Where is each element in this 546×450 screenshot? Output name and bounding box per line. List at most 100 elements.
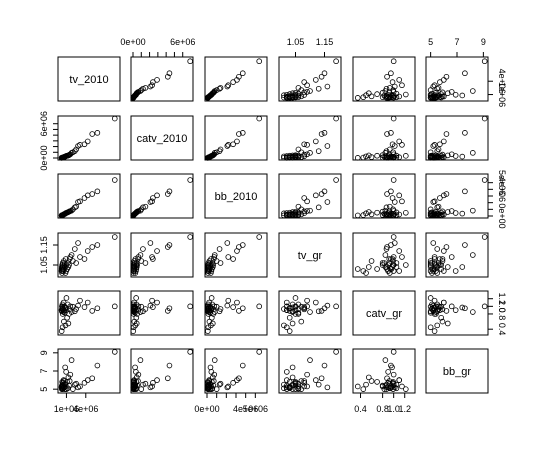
point-catv_gr-vs-tv_2010-0 [111, 303, 118, 310]
point-bb_2010-vs-catv_gr-38 [354, 212, 361, 219]
panel-tv_2010-vs-bb_2010 [204, 56, 268, 102]
point-catv_2010-vs-bb_gr-34 [438, 154, 444, 161]
tick-label-bb_2010-y: 4e+06 [497, 177, 507, 202]
tick-label-catv_2010-x: 0e+00 [120, 37, 145, 47]
point-bb_gr-vs-catv_2010-2 [165, 375, 171, 382]
point-bb_2010-vs-tv_gr-5 [304, 198, 310, 205]
point-catv_2010-vs-tv_gr-38 [286, 155, 293, 161]
point-catv_gr-vs-bb_gr-17 [427, 295, 434, 301]
point-catv_gr-vs-tv_gr-31 [283, 324, 290, 331]
point-catv_gr-vs-bb_2010-38 [205, 328, 211, 334]
point-bb_2010-vs-bb_gr-23 [435, 211, 442, 217]
point-bb_gr-vs-catv_gr-37 [383, 386, 390, 392]
point-catv_gr-vs-catv_2010-20 [132, 322, 139, 329]
point-bb_2010-vs-bb_gr-14 [444, 209, 451, 215]
point-tv_gr-vs-catv_gr-17 [403, 262, 409, 268]
point-bb_gr-vs-tv_2010-1 [94, 362, 101, 369]
point-bb_2010-vs-tv_gr-37 [289, 212, 296, 219]
point-tv_gr-vs-bb_gr-34 [438, 262, 444, 268]
point-tv_gr-vs-catv_2010-30 [130, 260, 137, 266]
point-bb_2010-vs-tv_2010-4 [81, 195, 88, 201]
point-catv_2010-vs-tv_gr-5 [304, 142, 310, 148]
point-tv_2010-vs-bb_gr-34 [438, 94, 444, 101]
point-catv_gr-vs-catv_2010-5 [149, 297, 155, 304]
point-bb_2010-vs-catv_2010-3 [154, 192, 160, 199]
point-tv_gr-vs-bb_gr-19 [431, 256, 438, 262]
point-catv_2010-vs-catv_gr-35 [386, 154, 393, 161]
point-catv_2010-vs-bb_gr-26 [441, 154, 447, 161]
tick-label-tv_2010-y: 1e+06 [497, 82, 507, 107]
point-bb_gr-vs-catv_gr-38 [354, 383, 361, 390]
point-tv_gr-vs-tv_2010-3 [84, 248, 91, 254]
point-catv_2010-vs-bb_2010-39 [204, 155, 211, 161]
point-bb_gr-vs-catv_gr-21 [389, 364, 395, 371]
point-catv_2010-vs-tv_gr-30 [295, 154, 302, 161]
point-catv_gr-vs-tv_2010-39 [58, 307, 65, 313]
point-catv_gr-vs-bb_2010-39 [204, 307, 211, 313]
panel-catv_2010-vs-bb_2010 [204, 115, 268, 161]
point-catv_2010-vs-bb_gr-37 [427, 155, 434, 161]
point-catv_2010-vs-tv_gr-4 [301, 141, 308, 148]
point-catv_gr-vs-bb_gr-25 [439, 318, 446, 325]
panel-tv_gr-vs-tv_2010 [57, 232, 121, 278]
point-catv_gr-vs-tv_gr-17 [292, 295, 299, 301]
point-bb_gr-vs-catv_gr-5 [399, 383, 405, 390]
tick-label-bb_gr-y: 7 [39, 368, 49, 373]
point-catv_gr-vs-tv_gr-14 [289, 320, 296, 327]
point-tv_2010-vs-catv_gr-38 [354, 95, 361, 101]
point-tv_2010-vs-catv_2010-7 [142, 85, 149, 91]
point-tv_2010-vs-bb_gr-39 [430, 95, 437, 101]
point-catv_gr-vs-bb_2010-5 [225, 297, 232, 304]
point-tv_2010-vs-tv_gr-8 [315, 85, 322, 92]
point-bb_gr-vs-tv_gr-12 [301, 378, 308, 384]
point-bb_gr-vs-catv_2010-0 [187, 349, 193, 355]
point-tv_gr-vs-catv_gr-16 [374, 266, 380, 272]
point-tv_gr-vs-bb_2010-0 [256, 234, 263, 240]
point-catv_gr-vs-catv_2010-38 [130, 328, 137, 334]
point-bb_gr-vs-tv_gr-21 [289, 364, 296, 371]
point-tv_2010-vs-tv_gr-6 [324, 83, 331, 90]
point-catv_2010-vs-catv_gr-38 [354, 155, 361, 161]
point-bb_2010-vs-bb_gr-12 [439, 208, 446, 215]
panel-tv_2010-vs-tv_2010 [57, 56, 121, 102]
point-bb_gr-vs-catv_2010-9 [138, 386, 145, 392]
panel-bb_gr-vs-bb_gr [425, 348, 489, 394]
point-catv_gr-vs-tv_gr-16 [286, 314, 293, 321]
point-catv_2010-vs-bb_gr-8 [434, 148, 441, 154]
point-bb_2010-vs-catv_gr-35 [386, 212, 393, 219]
point-bb_2010-vs-bb_gr-6 [430, 199, 437, 205]
point-catv_2010-vs-catv_gr-25 [368, 154, 375, 160]
point-bb_2010-vs-tv_gr-4 [301, 195, 308, 201]
point-tv_gr-vs-bb_2010-5 [225, 254, 232, 260]
point-catv_gr-vs-tv_gr-39 [283, 307, 290, 313]
point-tv_2010-vs-catv_2010-2 [165, 73, 171, 80]
point-tv_gr-vs-catv_2010-39 [130, 268, 137, 274]
point-catv_2010-vs-bb_gr-21 [459, 153, 466, 160]
point-bb_2010-vs-tv_gr-2 [318, 191, 325, 197]
point-catv_gr-vs-catv_2010-6 [147, 302, 154, 309]
point-catv_2010-vs-bb_gr-2 [443, 131, 450, 137]
point-catv_2010-vs-catv_gr-36 [390, 154, 397, 161]
point-tv_gr-vs-bb_gr-22 [427, 260, 434, 266]
point-catv_gr-vs-bb_gr-29 [437, 307, 443, 313]
panel-tv_gr-vs-catv_2010 [130, 232, 194, 278]
point-tv_gr-vs-bb_2010-37 [205, 264, 211, 270]
point-catv_gr-vs-bb_2010-17 [208, 295, 215, 301]
point-tv_2010-vs-tv_gr-38 [286, 95, 293, 101]
point-catv_2010-vs-tv_2010-0 [111, 115, 118, 122]
point-catv_2010-vs-catv_gr-6 [391, 143, 398, 149]
point-catv_2010-vs-bb_2010-8 [216, 148, 223, 154]
point-catv_2010-vs-tv_gr-25 [298, 154, 305, 160]
point-bb_2010-vs-catv_gr-25 [368, 211, 375, 218]
point-tv_gr-vs-tv_2010-5 [77, 254, 83, 260]
point-bb_2010-vs-tv_2010-39 [58, 212, 65, 219]
tick-label-catv_gr-y: 0.4 [497, 323, 507, 336]
point-bb_2010-vs-catv_gr-36 [390, 212, 397, 219]
point-catv_2010-vs-bb_gr-3 [441, 138, 447, 145]
point-bb_gr-vs-tv_2010-18 [63, 369, 69, 375]
point-tv_2010-vs-catv_gr-6 [391, 83, 398, 90]
point-bb_2010-vs-bb_gr-37 [427, 212, 434, 219]
point-catv_gr-vs-tv_gr-11 [304, 303, 310, 310]
point-bb_2010-vs-catv_2010-0 [187, 177, 193, 183]
point-catv_gr-vs-tv_gr-34 [292, 303, 299, 310]
